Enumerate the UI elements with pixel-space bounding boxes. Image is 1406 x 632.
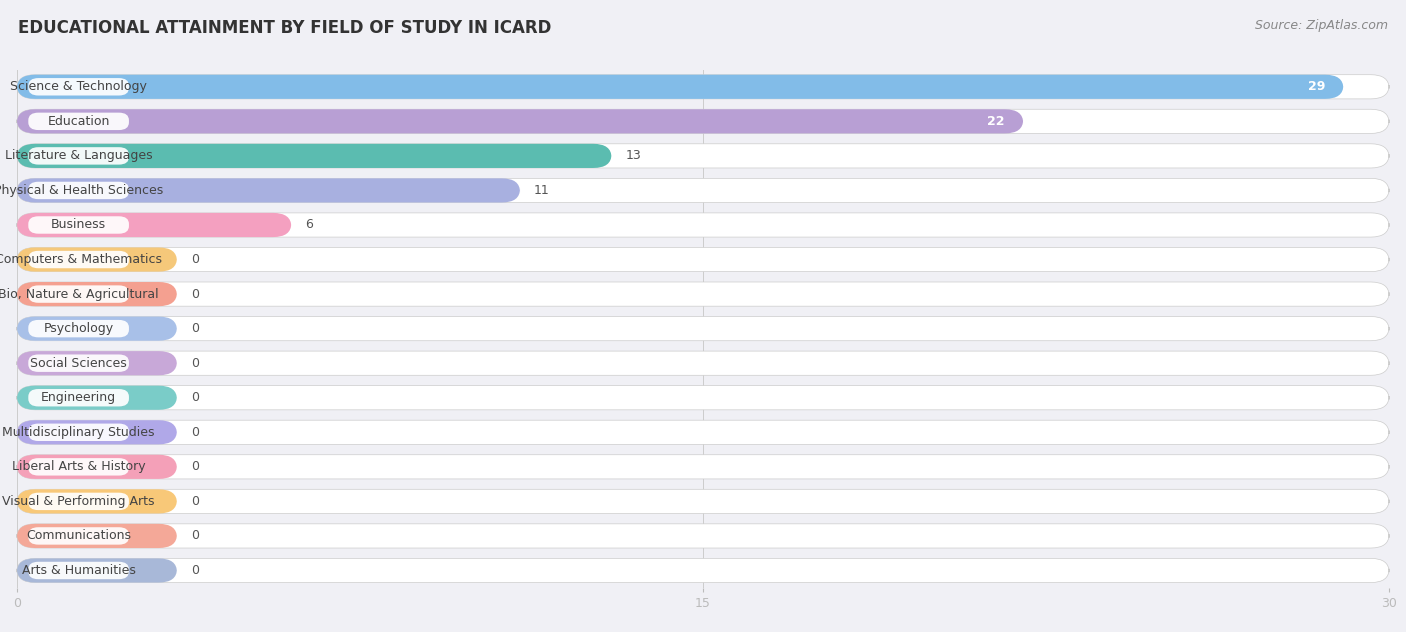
Text: 0: 0: [191, 460, 198, 473]
Text: 0: 0: [191, 426, 198, 439]
FancyBboxPatch shape: [17, 213, 1389, 237]
FancyBboxPatch shape: [17, 144, 612, 168]
FancyBboxPatch shape: [17, 524, 177, 548]
FancyBboxPatch shape: [17, 317, 177, 341]
FancyBboxPatch shape: [17, 213, 291, 237]
Text: Bio, Nature & Agricultural: Bio, Nature & Agricultural: [0, 288, 159, 301]
FancyBboxPatch shape: [28, 389, 129, 406]
Text: Source: ZipAtlas.com: Source: ZipAtlas.com: [1254, 19, 1388, 32]
FancyBboxPatch shape: [17, 351, 177, 375]
Text: Science & Technology: Science & Technology: [10, 80, 148, 94]
FancyBboxPatch shape: [28, 320, 129, 337]
FancyBboxPatch shape: [28, 493, 129, 510]
FancyBboxPatch shape: [17, 420, 1389, 444]
FancyBboxPatch shape: [28, 527, 129, 545]
Text: 0: 0: [191, 322, 198, 335]
Text: 0: 0: [191, 288, 198, 301]
Text: 13: 13: [626, 149, 641, 162]
Text: 0: 0: [191, 253, 198, 266]
FancyBboxPatch shape: [17, 317, 1389, 341]
FancyBboxPatch shape: [17, 489, 1389, 513]
Text: Literature & Languages: Literature & Languages: [4, 149, 152, 162]
Text: 0: 0: [191, 530, 198, 542]
Text: Computers & Mathematics: Computers & Mathematics: [0, 253, 162, 266]
FancyBboxPatch shape: [17, 559, 177, 583]
Text: 0: 0: [191, 495, 198, 508]
Text: EDUCATIONAL ATTAINMENT BY FIELD OF STUDY IN ICARD: EDUCATIONAL ATTAINMENT BY FIELD OF STUDY…: [18, 19, 551, 37]
FancyBboxPatch shape: [17, 524, 1389, 548]
FancyBboxPatch shape: [17, 351, 1389, 375]
FancyBboxPatch shape: [17, 282, 177, 306]
FancyBboxPatch shape: [28, 78, 129, 95]
Text: Education: Education: [48, 115, 110, 128]
FancyBboxPatch shape: [17, 178, 1389, 202]
FancyBboxPatch shape: [28, 458, 129, 475]
FancyBboxPatch shape: [28, 112, 129, 130]
Text: Arts & Humanities: Arts & Humanities: [21, 564, 135, 577]
Text: Psychology: Psychology: [44, 322, 114, 335]
Text: Communications: Communications: [27, 530, 131, 542]
FancyBboxPatch shape: [17, 489, 177, 513]
FancyBboxPatch shape: [17, 248, 177, 272]
FancyBboxPatch shape: [17, 144, 1389, 168]
FancyBboxPatch shape: [17, 75, 1389, 99]
Text: Visual & Performing Arts: Visual & Performing Arts: [3, 495, 155, 508]
Text: 6: 6: [305, 219, 314, 231]
FancyBboxPatch shape: [28, 423, 129, 441]
FancyBboxPatch shape: [17, 386, 1389, 410]
Text: 29: 29: [1308, 80, 1324, 94]
FancyBboxPatch shape: [17, 109, 1024, 133]
FancyBboxPatch shape: [17, 455, 1389, 479]
Text: Engineering: Engineering: [41, 391, 117, 404]
FancyBboxPatch shape: [28, 182, 129, 199]
FancyBboxPatch shape: [17, 282, 1389, 306]
FancyBboxPatch shape: [17, 420, 177, 444]
FancyBboxPatch shape: [28, 147, 129, 164]
FancyBboxPatch shape: [17, 248, 1389, 272]
FancyBboxPatch shape: [28, 251, 129, 268]
Text: 0: 0: [191, 391, 198, 404]
FancyBboxPatch shape: [28, 286, 129, 303]
FancyBboxPatch shape: [28, 355, 129, 372]
FancyBboxPatch shape: [17, 386, 177, 410]
FancyBboxPatch shape: [17, 455, 177, 479]
FancyBboxPatch shape: [28, 216, 129, 234]
Text: Physical & Health Sciences: Physical & Health Sciences: [0, 184, 163, 197]
FancyBboxPatch shape: [17, 178, 520, 202]
Text: Multidisciplinary Studies: Multidisciplinary Studies: [3, 426, 155, 439]
Text: Social Sciences: Social Sciences: [31, 356, 127, 370]
FancyBboxPatch shape: [17, 109, 1389, 133]
FancyBboxPatch shape: [17, 75, 1343, 99]
Text: 11: 11: [534, 184, 550, 197]
FancyBboxPatch shape: [28, 562, 129, 579]
Text: 0: 0: [191, 564, 198, 577]
FancyBboxPatch shape: [17, 559, 1389, 583]
Text: 0: 0: [191, 356, 198, 370]
Text: Liberal Arts & History: Liberal Arts & History: [11, 460, 145, 473]
Text: Business: Business: [51, 219, 107, 231]
Text: 22: 22: [987, 115, 1005, 128]
